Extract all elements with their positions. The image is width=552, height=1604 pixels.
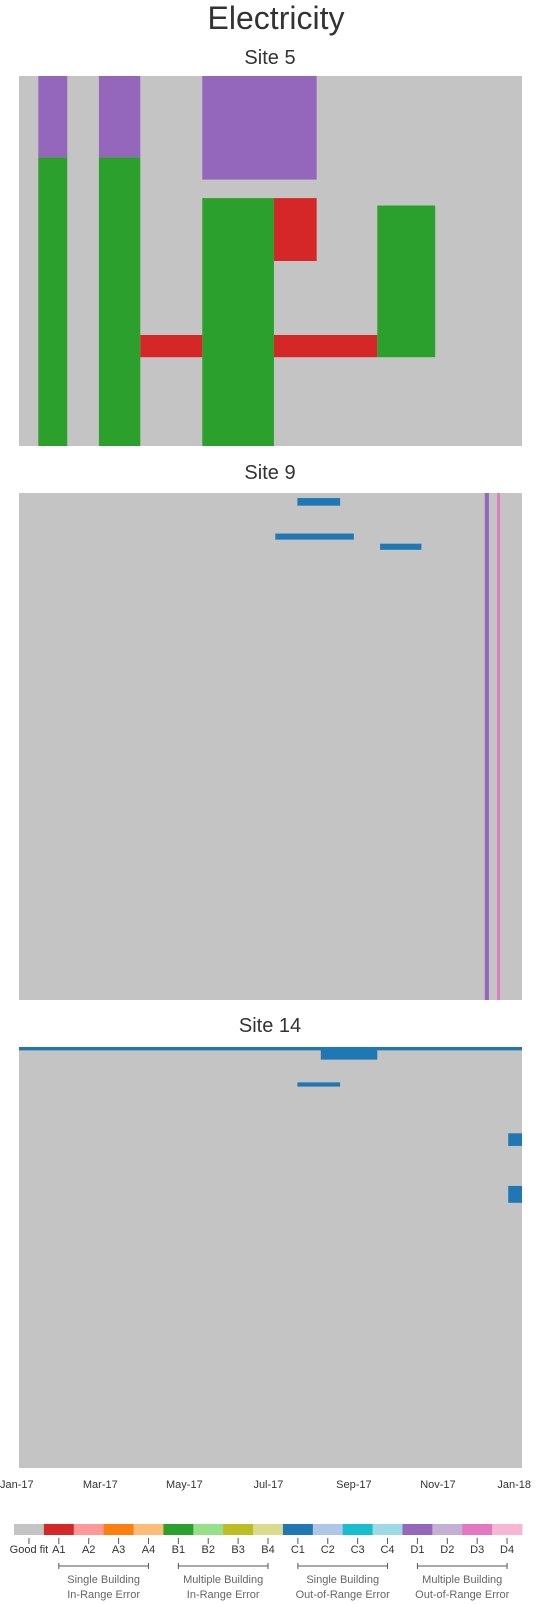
heatmap-band-c1: [297, 1082, 341, 1087]
legend-label: B3: [231, 1544, 244, 1556]
legend-swatch-a4: [133, 1524, 164, 1535]
heatmap-band-d1: [98, 76, 141, 158]
heatmap-band-d1: [484, 493, 489, 1000]
legend-swatch-a2: [73, 1524, 105, 1535]
heatmap-band-d1: [202, 76, 317, 180]
x-tick-label: Sep-17: [336, 1479, 371, 1491]
heatmap-band-b1: [38, 157, 68, 446]
x-tick-label: Jan-18: [497, 1479, 531, 1491]
legend-label: C3: [351, 1544, 365, 1556]
legend-label: D2: [440, 1544, 454, 1556]
heatmap-panel-site-9: [19, 493, 522, 1000]
heatmap-band-c1: [508, 1185, 522, 1203]
heatmap-band-c1: [380, 543, 422, 550]
legend-group-label: Out-of-Range Error: [415, 1589, 509, 1601]
legend-swatch-c2: [312, 1524, 344, 1535]
heatmap-band-b1: [98, 157, 141, 446]
legend-swatch-d4: [492, 1524, 523, 1535]
legend-label: D3: [470, 1544, 484, 1556]
heatmap-band-d3: [497, 493, 500, 1000]
heatmap-band-b1: [377, 205, 436, 358]
legend-group-label: Single Building: [67, 1574, 140, 1586]
legend-swatch-d2: [432, 1524, 463, 1535]
legend-swatch-b3: [223, 1524, 254, 1535]
panel-title-site-9: Site 9: [244, 462, 295, 484]
legend-swatch-d3: [462, 1524, 493, 1535]
x-tick-label: Jul-17: [253, 1479, 283, 1491]
x-tick-label: Jan-17: [0, 1479, 34, 1491]
heatmap-band-c1: [297, 498, 341, 506]
legend-swatch-good-fit: [14, 1524, 45, 1535]
legend-label: C4: [380, 1544, 394, 1556]
legend-label: B2: [202, 1544, 215, 1556]
legend-label: A4: [142, 1544, 155, 1556]
legend-group-label: Multiple Building: [422, 1574, 502, 1586]
legend-label: A3: [112, 1544, 125, 1556]
legend-swatch-c4: [372, 1524, 403, 1535]
x-tick-label: Mar-17: [83, 1479, 118, 1491]
x-tick-label: May-17: [166, 1479, 203, 1491]
legend-group-label: Multiple Building: [183, 1574, 263, 1586]
heatmap-panel-site-14: [19, 1047, 522, 1468]
legend-swatch-c3: [342, 1524, 374, 1535]
heatmap-band-c1: [275, 533, 354, 540]
heatmap-band-c1: [19, 1047, 522, 1051]
heatmap-band-a1: [273, 198, 317, 261]
panel-title-site-14: Site 14: [239, 1015, 301, 1037]
legend-group-label: Single Building: [306, 1574, 379, 1586]
legend-label: B4: [261, 1544, 274, 1556]
heatmap-band-b1: [202, 198, 274, 446]
legend-label: Good fit: [10, 1544, 49, 1556]
panel-title-site-5: Site 5: [244, 47, 295, 69]
legend-label: A2: [82, 1544, 95, 1556]
legend-swatch-b2: [193, 1524, 224, 1535]
heatmap-panel-site-5: [19, 76, 522, 446]
heatmap-band-c1: [320, 1047, 378, 1060]
legend-label: D1: [410, 1544, 424, 1556]
legend-swatch-c1: [282, 1524, 314, 1535]
legend-label: C1: [291, 1544, 305, 1556]
legend-swatch-a3: [103, 1524, 135, 1535]
legend-label: B1: [172, 1544, 185, 1556]
legend-swatch-d1: [402, 1524, 433, 1535]
heatmap-band-a1: [140, 335, 203, 358]
heatmap-background: [19, 1047, 522, 1468]
legend-label: C2: [321, 1544, 335, 1556]
legend-group-label: In-Range Error: [67, 1589, 140, 1601]
legend-label: A1: [52, 1544, 65, 1556]
legend-swatch-b4: [253, 1524, 284, 1535]
x-tick-label: Nov-17: [420, 1479, 455, 1491]
legend-group-label: Out-of-Range Error: [296, 1589, 390, 1601]
heatmap-background: [19, 493, 522, 1000]
legend: Good fit A1 A2 A3 A4 B1 B2 B3 B4 C1 C2 C3 C4 D1 D2 D3 D4…: [10, 1524, 523, 1601]
figure-title: Electricity: [207, 0, 345, 36]
heatmap-band-c1: [508, 1133, 522, 1146]
heatmap-band-a1: [273, 335, 378, 358]
legend-group-label: In-Range Error: [187, 1589, 260, 1601]
x-axis: Jan-17 Mar-17 May-17 Jul-17 Sep-17 Nov-17 Jan-…: [0, 1479, 531, 1491]
legend-label: D4: [500, 1544, 514, 1556]
heatmap-band-d1: [38, 76, 68, 158]
legend-swatch-a1: [43, 1524, 75, 1535]
legend-swatch-b1: [163, 1524, 194, 1535]
